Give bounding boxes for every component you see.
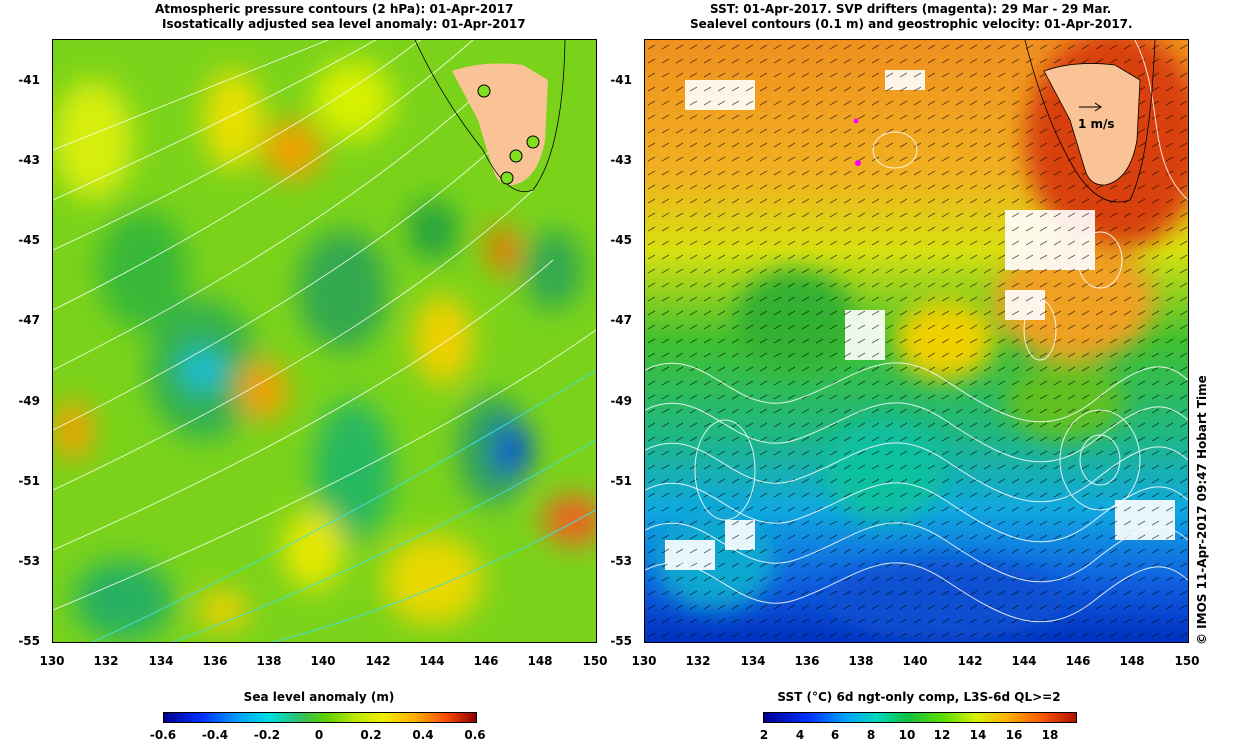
sst-colorbar-title: SST (°C) 6d ngt-only comp, L3S-6d QL>=2 — [777, 690, 1061, 704]
colorbar-tick: 0.2 — [360, 728, 382, 742]
colorbar-tick: 0.4 — [412, 728, 434, 742]
sst-map[interactable]: 1 m/s — [644, 39, 1189, 643]
x-tick: 130 — [631, 654, 657, 668]
x-tick: 140 — [310, 654, 336, 668]
x-tick: 142 — [957, 654, 983, 668]
x-tick: 150 — [582, 654, 608, 668]
x-tick: 144 — [1011, 654, 1037, 668]
colorbar-tick: 10 — [898, 728, 916, 742]
x-tick: 136 — [794, 654, 820, 668]
y-tick: -47 — [18, 313, 40, 327]
x-tick: 140 — [902, 654, 928, 668]
y-tick: -45 — [610, 233, 632, 247]
x-tick: 142 — [365, 654, 391, 668]
velocity-scale-label: 1 m/s — [1078, 117, 1115, 131]
sla-colorbar-title: Sea level anomaly (m) — [243, 690, 395, 704]
y-tick: -53 — [610, 554, 632, 568]
x-tick: 148 — [1119, 654, 1145, 668]
y-tick: -43 — [610, 153, 632, 167]
colorbar-tick: 14 — [969, 728, 987, 742]
y-tick: -51 — [18, 474, 40, 488]
right-title-line2: Sealevel contours (0.1 m) and geostrophi… — [690, 17, 1133, 31]
x-tick: 134 — [148, 654, 174, 668]
x-tick: 136 — [202, 654, 228, 668]
colorbar-tick: 18 — [1041, 728, 1059, 742]
sst-colorbar — [763, 712, 1077, 723]
sla-colorbar — [163, 712, 477, 723]
colorbar-tick: 8 — [866, 728, 876, 742]
x-tick: 146 — [473, 654, 499, 668]
colorbar-tick: 0 — [314, 728, 324, 742]
x-tick: 132 — [685, 654, 711, 668]
y-tick: -43 — [18, 153, 40, 167]
colorbar-tick: 2 — [759, 728, 769, 742]
x-tick: 144 — [419, 654, 445, 668]
y-tick: -51 — [610, 474, 632, 488]
x-tick: 146 — [1065, 654, 1091, 668]
colorbar-tick: 0.6 — [464, 728, 486, 742]
x-tick: 148 — [527, 654, 553, 668]
y-tick: -55 — [610, 634, 632, 648]
x-tick: 138 — [848, 654, 874, 668]
x-tick: 130 — [39, 654, 65, 668]
colorbar-tick: -0.4 — [201, 728, 229, 742]
y-tick: -41 — [18, 73, 40, 87]
right-title-line1: SST: 01-Apr-2017. SVP drifters (magenta)… — [710, 2, 1112, 16]
y-tick: -49 — [610, 394, 632, 408]
x-tick: 134 — [740, 654, 766, 668]
x-tick: 138 — [256, 654, 282, 668]
left-title-line2: Isostatically adjusted sea level anomaly… — [162, 17, 526, 31]
y-tick: -41 — [610, 73, 632, 87]
imos-credit-label: © IMOS 11-Apr-2017 09:47 Hobart Time — [1195, 375, 1209, 645]
x-tick: 132 — [93, 654, 119, 668]
left-title-line1: Atmospheric pressure contours (2 hPa): 0… — [155, 2, 514, 16]
y-tick: -47 — [610, 313, 632, 327]
colorbar-tick: 16 — [1005, 728, 1023, 742]
sea-level-anomaly-map[interactable] — [52, 39, 597, 643]
x-tick: 150 — [1174, 654, 1200, 668]
y-tick: -49 — [18, 394, 40, 408]
colorbar-tick: 12 — [933, 728, 951, 742]
colorbar-tick: 6 — [830, 728, 840, 742]
y-tick: -45 — [18, 233, 40, 247]
colorbar-tick: -0.6 — [149, 728, 177, 742]
colorbar-tick: 4 — [795, 728, 805, 742]
colorbar-tick: -0.2 — [253, 728, 281, 742]
y-tick: -53 — [18, 554, 40, 568]
y-tick: -55 — [18, 634, 40, 648]
